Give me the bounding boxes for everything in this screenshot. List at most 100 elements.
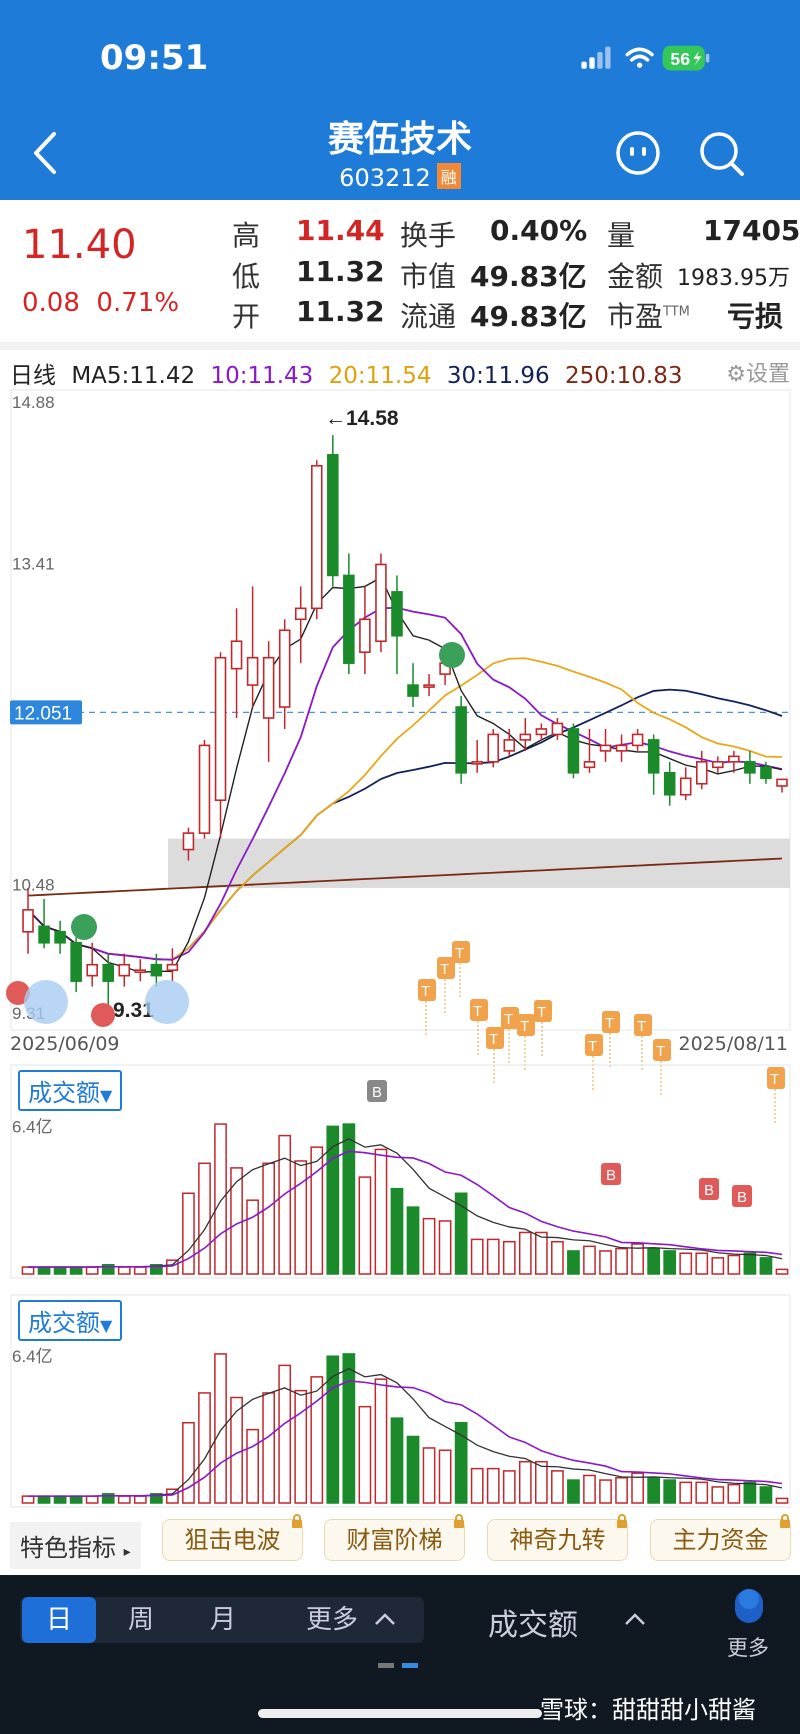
volume-panel-2-bar <box>631 1472 644 1504</box>
back-button[interactable] <box>30 130 60 176</box>
ma30-value: 30:11.96 <box>446 363 550 389</box>
page-dot <box>378 1663 394 1668</box>
low-price-label: 9.31 <box>113 999 154 1022</box>
quote-panel <box>0 200 800 340</box>
candlestick-chart[interactable]: 14.8813.4110.489.3112.051←14.589.31TTTTT… <box>0 385 800 1510</box>
candle-body <box>776 778 788 787</box>
settings-label: 设置 <box>745 362 790 387</box>
lock-icon <box>292 1514 302 1528</box>
candle-body <box>182 832 195 851</box>
candle-body <box>246 656 259 686</box>
volume-panel-2-bar <box>534 1460 548 1504</box>
t-marker <box>517 1014 535 1036</box>
more-icon[interactable] <box>733 1585 765 1629</box>
chevron-up-icon[interactable] <box>372 1609 398 1629</box>
settings-button[interactable]: ⚙设置 <box>726 356 790 388</box>
volume-panel-2-bar <box>326 1355 340 1504</box>
candle-body <box>38 925 50 944</box>
volume-panel-2-bar <box>695 1481 709 1504</box>
volume-panel-1-bar <box>390 1187 404 1275</box>
period-more[interactable]: 更多 <box>305 1605 358 1635</box>
period-day[interactable]: 日 <box>22 1597 96 1643</box>
pe-label: 市盈TTM <box>607 295 690 335</box>
volume-panel-2-bar <box>615 1477 628 1504</box>
indicator-pill-2[interactable]: 财富阶梯 <box>324 1514 465 1561</box>
volume-panel-1-bar <box>101 1264 115 1275</box>
candle-body <box>535 728 548 736</box>
b-marker <box>732 1185 752 1207</box>
ma20-line <box>27 657 782 961</box>
watermark: 雪球：甜甜甜小甜酱 <box>540 1696 756 1724</box>
change-percent: 0.71% <box>96 288 180 318</box>
volume-panel-2-bar <box>166 1488 179 1504</box>
price-change: 0.08 0.71% <box>22 288 179 318</box>
short-marker <box>71 914 97 940</box>
candle-body <box>22 909 34 933</box>
home-indicator[interactable] <box>258 1709 542 1718</box>
candle-body <box>278 629 291 708</box>
volume-indicator-select-2[interactable]: 成交额▼ <box>18 1300 123 1341</box>
t-marker-label: T <box>637 1018 646 1035</box>
candle-body <box>150 963 163 977</box>
candle-body <box>102 963 115 982</box>
feature-indicator-button[interactable]: 特色指标 ▸ <box>10 1522 141 1569</box>
signal-icon <box>581 46 611 69</box>
t-marker <box>534 1000 552 1022</box>
b-marker <box>699 1178 719 1200</box>
b-marker-label: B <box>372 1084 382 1101</box>
t-marker <box>767 1067 785 1089</box>
t-marker <box>634 1014 652 1036</box>
volume-panel-2-bar <box>422 1447 436 1504</box>
pe-value: 亏损 <box>727 300 784 333</box>
pe-ttm: TTM <box>663 304 690 320</box>
indicator-pill-3[interactable]: 神奇九转 <box>487 1514 628 1561</box>
candle-body <box>407 684 419 697</box>
volume-panel-2-ma10 <box>28 1380 783 1497</box>
more-label[interactable]: 更多 <box>727 1636 769 1660</box>
candle-body <box>503 739 516 752</box>
bottom-indicator-label[interactable]: 成交额 <box>488 1608 578 1643</box>
volume-panel-2-bar <box>198 1392 211 1504</box>
volume-panel-1-bar <box>182 1192 195 1275</box>
t-marker-label: T <box>455 945 464 962</box>
lock-icon <box>617 1514 627 1528</box>
ma-legend: 日线 MA5:11.42 10:11.43 20:11.54 30:11.96 … <box>10 356 691 390</box>
indicator-pill-1[interactable]: 狙击电波 <box>162 1514 303 1561</box>
volume-panel-2-bar <box>342 1353 356 1504</box>
volume-panel-2-frame <box>10 1294 791 1508</box>
candle-body <box>695 761 708 785</box>
x-start-date: 2025/06/09 <box>10 1033 120 1055</box>
volume-panel-1-bar <box>85 1266 99 1275</box>
volume-indicator-select-1[interactable]: 成交额▼ <box>18 1070 123 1111</box>
volume-panel-2-bar <box>486 1467 500 1504</box>
t-marker-label: T <box>473 1003 482 1020</box>
volume-panel-2-bar <box>567 1479 580 1504</box>
period-week[interactable]: 周 <box>127 1605 154 1635</box>
volume-panel-1-bar <box>727 1254 741 1275</box>
forward-button <box>24 980 68 1024</box>
volume-panel-2-bar <box>502 1470 516 1504</box>
volume-panel-1-bar <box>743 1252 757 1275</box>
search-icon[interactable] <box>698 130 746 178</box>
candle-body <box>631 733 644 747</box>
candle-body <box>198 744 211 834</box>
candle-body <box>214 656 227 802</box>
volume-panel-1-bar <box>615 1247 628 1275</box>
stock-name: 赛伍技术 <box>327 119 472 160</box>
period-month[interactable]: 月 <box>209 1605 236 1635</box>
chat-icon[interactable] <box>615 130 661 176</box>
volume-panel-1-bar <box>358 1176 372 1275</box>
volume-panel-2-bar <box>518 1460 532 1504</box>
caret-down-icon: ▼ <box>100 1316 113 1335</box>
indicator-pill-4[interactable]: 主力资金 <box>650 1514 791 1561</box>
chevron-up-icon[interactable] <box>622 1609 648 1629</box>
t-marker <box>452 941 470 963</box>
t-marker <box>585 1034 603 1056</box>
candle-body <box>583 761 596 769</box>
volume-label: 量 <box>607 219 636 252</box>
volume-panel-1-bar <box>759 1257 773 1275</box>
stock-code: 603212 <box>339 164 431 192</box>
feature-label: 特色指标 <box>20 1534 116 1562</box>
gear-icon: ⚙ <box>726 362 746 387</box>
